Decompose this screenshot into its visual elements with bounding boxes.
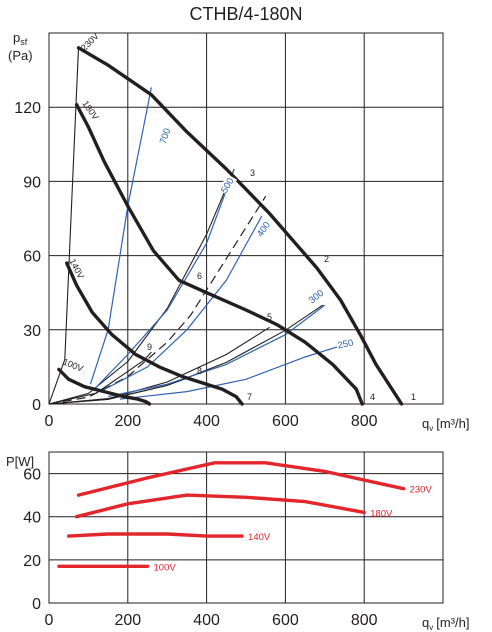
power-xtick-label: 200: [114, 612, 141, 629]
power-xlabel: qv [m³/h]: [422, 615, 469, 632]
pressure-xlabel-sub: v: [429, 424, 433, 433]
power-xtick-label: 600: [272, 612, 299, 629]
power-label-230v: 230V: [410, 485, 433, 496]
power-grid: 0 200 400 600 800 0 20 40 60P[W] qv [m³/h]: [6, 451, 469, 632]
power-curves: [57, 461, 406, 568]
rpm-curve-700: [89, 87, 152, 385]
rpm-curves: [89, 87, 345, 400]
system-curve-9: [48, 351, 152, 405]
pressure-grid: 0 200 400 600 800 0 30 60 90 120 psf(Pa) qv [m³/h]: [8, 30, 469, 433]
fan-label-230v: 230V: [79, 31, 101, 53]
operating-point-6: 6: [197, 271, 202, 281]
rpm-label-700: 700: [158, 127, 173, 145]
pressure-xlabel: qv [m³/h]: [422, 416, 469, 433]
pressure-ylabel: psf: [13, 30, 28, 47]
rpm-curve-300: [107, 304, 326, 398]
rpm-label-bg: [218, 174, 238, 196]
pressure-xtick-label: 800: [351, 413, 378, 430]
fan-curve-100v: [57, 367, 152, 406]
system-curve-6: [48, 195, 267, 405]
operating-point-1: 1: [411, 392, 416, 402]
pressure-ylabel-unit: (Pa): [8, 48, 33, 63]
power-ylabel: P[W]: [6, 454, 34, 469]
power-xlabel-sub: v: [429, 623, 433, 632]
operating-point-8: 8: [197, 366, 202, 376]
power-ytick-label: 0: [32, 596, 41, 613]
rpm-curve-250: [119, 344, 345, 400]
system-curve-3: [48, 168, 235, 405]
rpm-label-bg: [335, 336, 356, 351]
pressure-xtick-label: 600: [272, 413, 299, 430]
fan-curve-230v: [76, 46, 404, 406]
pressure-xtick-label: 0: [45, 413, 54, 430]
operating-point-5: 5: [267, 312, 272, 322]
rpm-label-bg: [254, 218, 274, 240]
fan-resistance-line: [48, 47, 80, 405]
rpm-label-250: 250: [337, 338, 355, 352]
operating-point-7: 7: [247, 392, 252, 402]
fan-curve-180v: [74, 103, 364, 406]
power-xtick-label: 800: [351, 612, 378, 629]
fan-label-100v: 100V: [62, 357, 85, 374]
pressure-xtick-label: 200: [114, 413, 141, 430]
pressure-xtick-label: 400: [193, 413, 220, 430]
operating-point-2: 2: [324, 254, 329, 264]
power-ytick-label: 60: [23, 467, 41, 484]
pressure-ytick-label: 0: [32, 397, 41, 414]
pressure-plot-frame: [48, 32, 444, 405]
system-curves: [48, 47, 404, 405]
power-xtick-label: 400: [193, 612, 220, 629]
fan-curves: [57, 46, 404, 406]
power-curve-180v: [74, 493, 366, 519]
pressure-ytick-label: 30: [23, 323, 41, 340]
power-labels: 230V 180V 140V 100V: [154, 485, 433, 574]
power-curve-230v: [76, 461, 406, 497]
pressure-xlabel-unit: [m³/h]: [436, 416, 469, 431]
pressure-ytick-label: 60: [23, 249, 41, 266]
fan-curve-140v: [65, 261, 244, 406]
power-xlabel-unit: [m³/h]: [436, 615, 469, 630]
rpm-curve-400: [99, 215, 263, 393]
power-ytick-label: 20: [23, 553, 41, 570]
pressure-ylabel-sub: sf: [20, 37, 28, 47]
power-curve-140v: [67, 532, 244, 538]
operating-point-4: 4: [370, 392, 375, 402]
rpm-label-bg: [157, 124, 174, 146]
power-label-180v: 180V: [370, 508, 393, 519]
rpm-label-bg: [305, 286, 327, 306]
power-plot-frame: [48, 451, 444, 604]
chart-title: CTHB/4-180N: [189, 4, 303, 24]
pressure-ytick-label: 90: [23, 174, 41, 191]
operating-point-3: 3: [250, 168, 255, 178]
power-ytick-label: 40: [23, 510, 41, 527]
power-xtick-label: 0: [45, 612, 54, 629]
system-curve-8: [48, 376, 191, 405]
power-label-100v: 100V: [154, 562, 177, 573]
pressure-ytick-label: 120: [14, 100, 41, 117]
rpm-curve-500: [93, 168, 235, 390]
power-label-140v: 140V: [248, 532, 271, 543]
operating-point-9: 9: [147, 342, 152, 352]
